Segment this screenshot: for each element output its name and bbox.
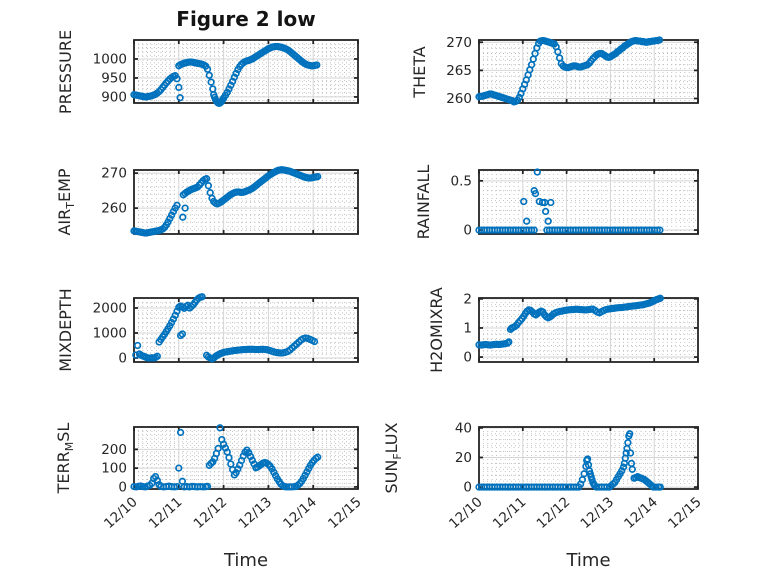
ylabel-text: SL (54, 422, 73, 442)
xlabel-time-left: Time (223, 550, 269, 571)
svg-text:0: 0 (463, 480, 472, 496)
ylabel-sun-flux: SUNFLUX (381, 348, 404, 568)
y-tick-labels: 0 20 40 (455, 420, 472, 495)
y-tick-labels: 0 1000 2000 (93, 301, 127, 367)
svg-text:40: 40 (455, 420, 472, 436)
svg-text:12/15: 12/15 (325, 494, 365, 532)
y-tick-labels: 260 265 270 (446, 35, 472, 107)
subplot-theta: 260 265 270 (446, 35, 699, 107)
scatter-markers (475, 36, 664, 106)
svg-text:12/10: 12/10 (446, 494, 486, 532)
svg-text:270: 270 (101, 166, 127, 182)
subplot-air-temp: 260 270 (101, 166, 359, 237)
minor-grid (134, 170, 358, 234)
ylabel-subscript: T (64, 202, 77, 209)
figure-title: Figure 2 low (176, 7, 316, 31)
y-tick-labels: 260 270 (101, 166, 127, 217)
minor-grid (479, 427, 698, 489)
scatter-markers (475, 430, 664, 491)
subplot-terr-msl: 0 100 200 12/10 12/11 12/12 12/13 12/14 12/15 (101, 424, 365, 532)
subplot-rainfall: 00.5 (451, 168, 699, 239)
minor-grid (479, 40, 698, 103)
subplot-sun-flux: 0 20 40 12/10 12/11 12/12 12/13 12/14 12/15 (446, 420, 705, 532)
svg-text:2: 2 (463, 291, 472, 307)
svg-text:1: 1 (463, 320, 472, 336)
svg-text:12/15: 12/15 (665, 494, 705, 532)
svg-text:1000: 1000 (93, 51, 127, 67)
subplot-h2omixra: 0 1 2 (463, 291, 699, 366)
svg-text:950: 950 (101, 70, 127, 86)
svg-text:12/11: 12/11 (490, 494, 530, 532)
ylabel-subscript: F (391, 453, 404, 460)
subplot-pressure: 900 950 1000 (93, 39, 359, 108)
svg-text:12/13: 12/13 (235, 494, 275, 532)
svg-text:0: 0 (463, 350, 472, 366)
svg-text:2000: 2000 (93, 301, 127, 317)
svg-text:12/14: 12/14 (280, 494, 320, 532)
scatter-markers (475, 168, 664, 234)
minor-grid (134, 39, 358, 103)
scatter-markers (132, 293, 319, 363)
axes-frame (478, 39, 699, 104)
scatter-markers (130, 424, 322, 491)
svg-text:12/10: 12/10 (101, 494, 141, 532)
ylabel-text: LUX (382, 422, 401, 454)
svg-text:260: 260 (446, 91, 472, 107)
svg-text:265: 265 (446, 63, 472, 79)
scatter-markers (130, 42, 321, 108)
svg-text:12/11: 12/11 (146, 494, 186, 532)
svg-text:100: 100 (101, 461, 127, 477)
svg-text:270: 270 (446, 35, 472, 51)
svg-text:0.5: 0.5 (451, 173, 472, 189)
minor-grid (479, 298, 698, 362)
y-tick-labels: 0 1 2 (463, 291, 472, 365)
svg-text:0: 0 (118, 351, 127, 367)
axes-frame (133, 169, 359, 235)
svg-text:200: 200 (101, 442, 127, 458)
svg-text:20: 20 (455, 450, 472, 466)
major-grid (134, 298, 358, 362)
scatter-markers (475, 294, 664, 349)
ylabel-text: SUN (382, 459, 401, 494)
svg-text:260: 260 (101, 201, 127, 217)
x-tick-labels: 12/10 12/11 12/12 12/13 12/14 12/15 (101, 494, 365, 532)
svg-text:900: 900 (101, 89, 127, 105)
y-tick-labels: 00.5 (451, 173, 472, 238)
svg-text:12/12: 12/12 (534, 494, 574, 532)
xlabel-time-right: Time (566, 550, 611, 571)
ylabel-terr-msl: TERRMSL (53, 348, 76, 568)
scatter-markers (130, 166, 322, 237)
svg-text:12/14: 12/14 (621, 494, 661, 532)
svg-text:12/12: 12/12 (191, 494, 231, 532)
svg-text:0: 0 (463, 223, 472, 239)
y-tick-labels: 900 950 1000 (93, 51, 127, 105)
svg-text:0: 0 (118, 479, 127, 495)
subplot-mixdepth: 0 1000 2000 (93, 293, 359, 367)
ylabel-text: EMP (55, 168, 74, 203)
ylabel-text: TERR (54, 451, 73, 494)
svg-text:1000: 1000 (93, 326, 127, 342)
ylabel-subscript: M (63, 441, 76, 452)
x-tick-labels: 12/10 12/11 12/12 12/13 12/14 12/15 (446, 494, 705, 532)
y-tick-labels: 0 100 200 (101, 442, 127, 496)
svg-text:12/13: 12/13 (577, 494, 617, 532)
axes-frame (133, 297, 359, 363)
axes-frame (478, 169, 699, 235)
